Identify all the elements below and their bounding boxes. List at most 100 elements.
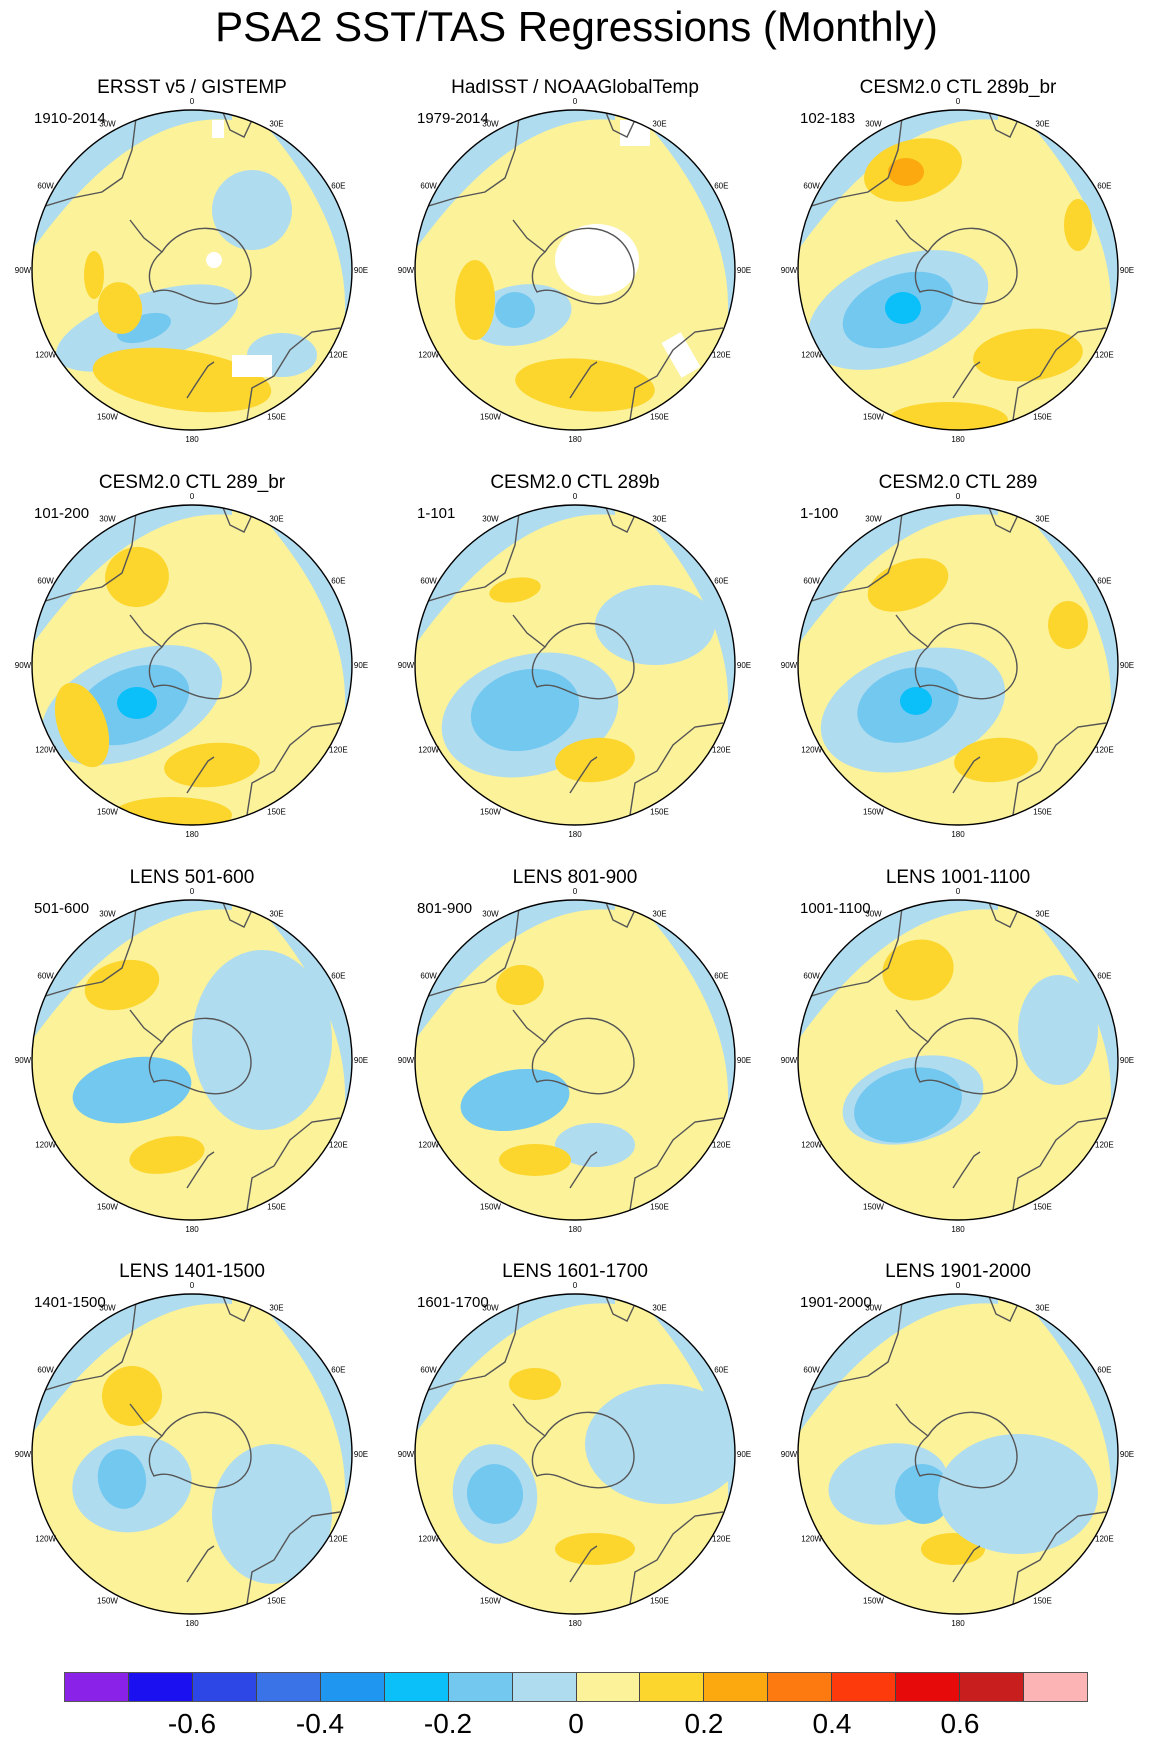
negative-anomaly-region: [854, 1067, 962, 1143]
map-border: [797, 899, 1119, 1221]
longitude-label: 60W: [420, 972, 437, 981]
colorbar-box: [384, 1673, 449, 1701]
longitude-label: 120W: [35, 1535, 56, 1544]
polar-map: 0 30E 60E 90E 120E 150E 180 150W 120W 90W 60W 30W: [15, 97, 368, 444]
longitude-label: 150E: [1033, 1202, 1052, 1211]
longitude-label: 0: [956, 97, 961, 106]
positive-anomaly-region: [973, 328, 1083, 382]
longitude-label: 120E: [1095, 1535, 1114, 1544]
longitude-label: 60W: [420, 182, 437, 191]
longitude-label: 30E: [269, 515, 283, 524]
panel-period: 801-900: [417, 900, 473, 917]
negative-anomaly-region: [1018, 975, 1098, 1085]
positive-anomaly-region: [164, 742, 260, 788]
longitude-label: 0: [573, 887, 578, 896]
longitude-label: 30E: [1035, 1304, 1049, 1313]
negative-anomaly-region: [595, 585, 715, 665]
panel-title: LENS 801-900: [512, 867, 638, 888]
longitude-label: 30W: [865, 120, 882, 129]
negative-anomaly-region: [900, 687, 932, 715]
longitude-label: 180: [185, 1619, 199, 1628]
colorbar-box: [192, 1673, 257, 1701]
longitude-label: 90W: [15, 1056, 32, 1065]
longitude-label: 60W: [803, 577, 820, 586]
longitude-label: 150W: [97, 1596, 118, 1605]
longitude-label: 90E: [737, 266, 751, 275]
map-panel: 0 30E 60E 90E 120E 150E 180 150W 120W 90W 60W 30W CE…: [383, 471, 767, 866]
longitude-label: 90W: [781, 266, 798, 275]
negative-anomaly-region: [72, 1056, 192, 1124]
longitude-label: 0: [956, 887, 961, 896]
longitude-label: 60W: [803, 972, 820, 981]
longitude-label: 30W: [99, 910, 116, 919]
longitude-label: 30W: [482, 1304, 499, 1313]
panel-period: 501-600: [34, 900, 90, 917]
longitude-label: 0: [573, 1281, 578, 1290]
longitude-label: 90W: [398, 1056, 415, 1065]
longitude-label: 0: [956, 1281, 961, 1290]
longitude-label: 30E: [1035, 910, 1049, 919]
longitude-label: 60E: [714, 577, 728, 586]
longitude-label: 0: [190, 887, 195, 896]
longitude-label: 120E: [329, 746, 348, 755]
longitude-label: 150E: [650, 807, 669, 816]
panel-period: 1601-1700: [417, 1294, 489, 1311]
negative-anomaly-region: [470, 668, 580, 752]
map-border: [797, 504, 1119, 826]
longitude-label: 60W: [37, 577, 54, 586]
antarctica-coastline: [914, 1017, 1018, 1095]
colorbar-box: [896, 1673, 961, 1701]
antarctica-coastline: [531, 1411, 635, 1489]
longitude-label: 120E: [329, 351, 348, 360]
longitude-label: 120W: [801, 746, 822, 755]
negative-anomaly-region: [192, 950, 332, 1130]
negative-anomaly-region: [555, 1123, 635, 1167]
longitude-label: 60W: [37, 182, 54, 191]
positive-anomaly-region: [888, 402, 1008, 430]
longitude-label: 90E: [1120, 661, 1134, 670]
panel-title: CESM2.0 CTL 289b_br: [859, 77, 1057, 98]
negative-anomaly-region: [212, 170, 292, 250]
panel-title: CESM2.0 CTL 289: [878, 472, 1038, 493]
longitude-label: 180: [568, 1619, 582, 1628]
longitude-label: 150E: [1033, 807, 1052, 816]
longitude-label: 180: [568, 1225, 582, 1234]
colorbar-box: [256, 1673, 321, 1701]
longitude-label: 30E: [269, 910, 283, 919]
map-border: [31, 899, 353, 1221]
colorbar-tick-label: 0.6: [940, 1708, 980, 1739]
longitude-label: 120E: [712, 351, 731, 360]
panel-period: 1401-1500: [34, 1294, 106, 1311]
positive-anomaly-region: [105, 546, 169, 608]
longitude-label: 180: [185, 830, 199, 839]
positive-anomaly-region: [489, 577, 541, 603]
longitude-label: 180: [185, 1225, 199, 1234]
panel-title: CESM2.0 CTL 289b: [490, 472, 660, 493]
antarctica-coastline: [914, 227, 1018, 305]
antarctica-coastline: [531, 622, 635, 700]
longitude-label: 0: [573, 97, 578, 106]
positive-anomaly-region: [555, 737, 635, 783]
positive-anomaly-region: [954, 737, 1038, 783]
positive-anomaly-region: [496, 964, 544, 1006]
longitude-label: 90W: [15, 661, 32, 670]
longitude-label: 120W: [801, 351, 822, 360]
colorbar-tick-label: -0.4: [295, 1708, 345, 1739]
map-border: [31, 504, 353, 826]
colorbar-box: [320, 1673, 385, 1701]
longitude-label: 90E: [354, 1450, 368, 1459]
positive-anomaly-region: [509, 1368, 561, 1400]
positive-anomaly-region: [84, 251, 104, 299]
antarctica-coastline: [148, 622, 252, 700]
longitude-label: 90E: [354, 661, 368, 670]
colorbar-box: [704, 1673, 769, 1701]
panel-title: CESM2.0 CTL 289_br: [98, 472, 286, 493]
positive-anomaly-region: [112, 797, 232, 825]
longitude-label: 60E: [1097, 1366, 1111, 1375]
panel-period: 101-200: [34, 505, 90, 522]
map-border: [414, 1293, 736, 1615]
negative-anomaly-region: [938, 1434, 1098, 1554]
longitude-label: 150W: [97, 807, 118, 816]
longitude-label: 120E: [1095, 746, 1114, 755]
longitude-label: 30W: [482, 120, 499, 129]
